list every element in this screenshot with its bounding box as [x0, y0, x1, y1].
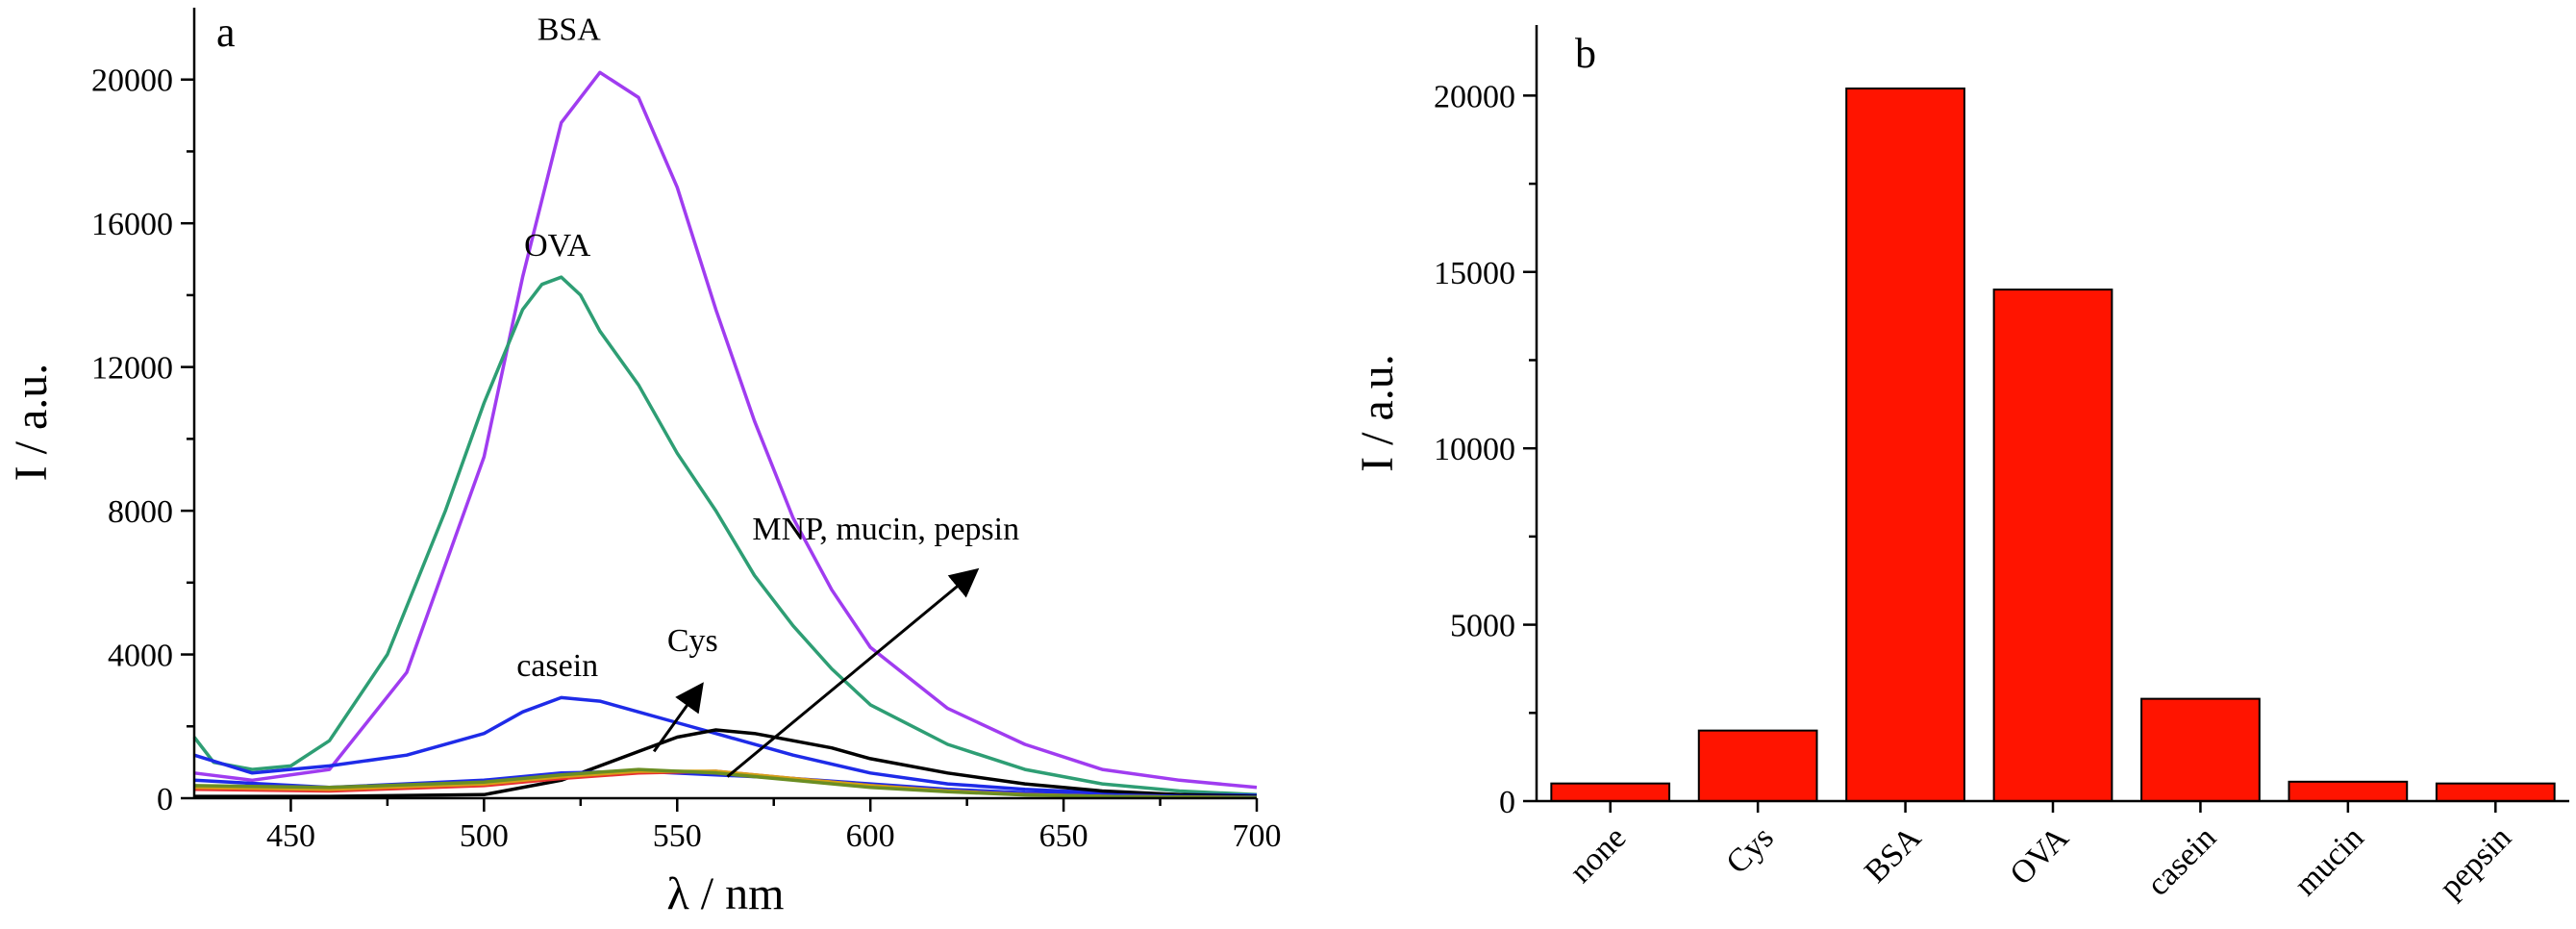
- panel-b-category-label-bsa: BSA: [1858, 819, 1928, 890]
- panel-a-line-chart: a 450 500 550 600 650 700 0 4000 8000 12000 16000 2…: [6, 8, 1282, 919]
- bar-cys: [1697, 729, 1818, 802]
- panel-a-x-axis-title: λ / nm: [667, 868, 785, 919]
- arrow-cys: [652, 682, 704, 753]
- panel-a-axes: [192, 8, 1257, 800]
- panel-a-x-tick-label: 650: [1039, 818, 1088, 854]
- panel-b-label: b: [1575, 30, 1596, 77]
- panel-b-category-label-pepsin: pepsin: [2433, 819, 2518, 905]
- bar-bsa: [1845, 88, 1965, 802]
- panel-a-y-axis-title: I / a.u.: [6, 364, 57, 482]
- panel-a-y-tick-label: 4000: [108, 639, 173, 674]
- panel-a-series-group: [192, 70, 1258, 800]
- panel-a-y-tick-label: 12000: [91, 351, 173, 387]
- panel-a-y-tick-label: 0: [157, 782, 173, 817]
- panel-b-y-tick-label: 5000: [1450, 609, 1515, 644]
- panel-b-category-label-casein: casein: [2140, 819, 2223, 902]
- panel-a-x-tick-label: 600: [846, 818, 895, 854]
- panel-b-category-label-mucin: mucin: [2288, 819, 2370, 902]
- panel-a-x-tick-label: 700: [1233, 818, 1282, 854]
- bar-none: [1550, 782, 1671, 803]
- panel-b-y-tick-label: 0: [1499, 785, 1515, 820]
- panel-b-category-label-none: none: [1563, 819, 1633, 890]
- panel-a-y-tick-label: 16000: [91, 207, 173, 242]
- annotation-casein: casein: [516, 648, 598, 684]
- panel-b-y-tick-label: 10000: [1434, 432, 1515, 467]
- panel-b-y-tick-label: 20000: [1434, 79, 1515, 114]
- series-line-ova: [192, 275, 1258, 797]
- series-line-bsa: [193, 70, 1258, 790]
- annotation-ova: OVA: [524, 228, 591, 264]
- panel-a-x-tick-label: 500: [460, 818, 509, 854]
- bar-pepsin: [2435, 782, 2556, 803]
- bar-casein: [2140, 697, 2261, 803]
- panel-a-y-tick-label: 8000: [108, 494, 173, 530]
- series-line-casein: [193, 695, 1258, 797]
- bar-mucin: [2288, 780, 2409, 803]
- panel-b-category-label-cys: Cys: [1719, 819, 1781, 881]
- annotation-bsa: BSA: [538, 13, 602, 48]
- panel-a-ticks: 450 500 550 600 650 700 0 4000 8000 12000 16000 200…: [91, 63, 1282, 854]
- panel-b-category-label-ova: OVA: [2004, 819, 2076, 891]
- annotation-mnp-mucin-pepsin: MNP, mucin, pepsin: [752, 512, 1019, 547]
- panel-a-label: a: [216, 9, 236, 56]
- annotation-cys: Cys: [667, 623, 718, 659]
- panel-b-bars-group: [1550, 88, 2556, 803]
- panel-a-annotations: BSA OVA casein Cys MNP, mucin, pepsin: [516, 13, 1019, 778]
- series-line-cys: [194, 728, 1258, 798]
- panel-a-y-tick-label: 20000: [91, 63, 173, 99]
- series-line-pepsin: [193, 767, 1258, 800]
- panel-b-y-tick-label: 15000: [1434, 256, 1515, 291]
- panel-a-x-tick-label: 550: [653, 818, 702, 854]
- arrow-mnp-mucin-pepsin: [726, 567, 980, 778]
- bar-ova: [1992, 289, 2113, 802]
- panel-b-bar-chart: b 0 5000 10000 15000 20000 none Cys BSA OVA casei…: [1352, 25, 2569, 905]
- panel-a-x-tick-label: 450: [266, 818, 315, 854]
- panel-b-y-axis-title: I / a.u.: [1352, 354, 1403, 472]
